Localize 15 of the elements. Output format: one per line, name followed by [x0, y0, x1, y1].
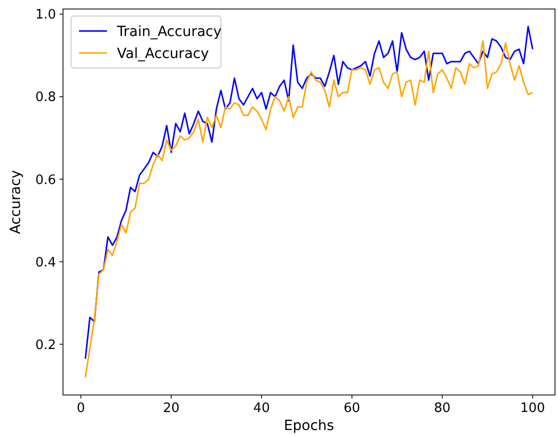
x-tick-label: 60 — [344, 401, 360, 416]
legend-label: Val_Accuracy — [117, 46, 209, 62]
y-axis-title: Accuracy — [8, 170, 24, 234]
y-tick-label: 0.2 — [35, 338, 56, 353]
x-tick-label: 40 — [253, 401, 270, 416]
x-tick-label: 0 — [76, 401, 85, 416]
legend-label: Train_Accuracy — [116, 24, 222, 40]
y-tick-label: 1.0 — [35, 8, 56, 23]
y-tick-label: 0.4 — [35, 255, 56, 270]
x-tick-label: 20 — [162, 401, 180, 416]
y-tick-label: 0.6 — [35, 172, 56, 188]
y-tick-label: 0.8 — [35, 90, 56, 106]
x-tick-label: 100 — [520, 401, 546, 416]
x-tick-label: 80 — [434, 401, 451, 416]
x-axis-title: Epochs — [284, 418, 334, 434]
